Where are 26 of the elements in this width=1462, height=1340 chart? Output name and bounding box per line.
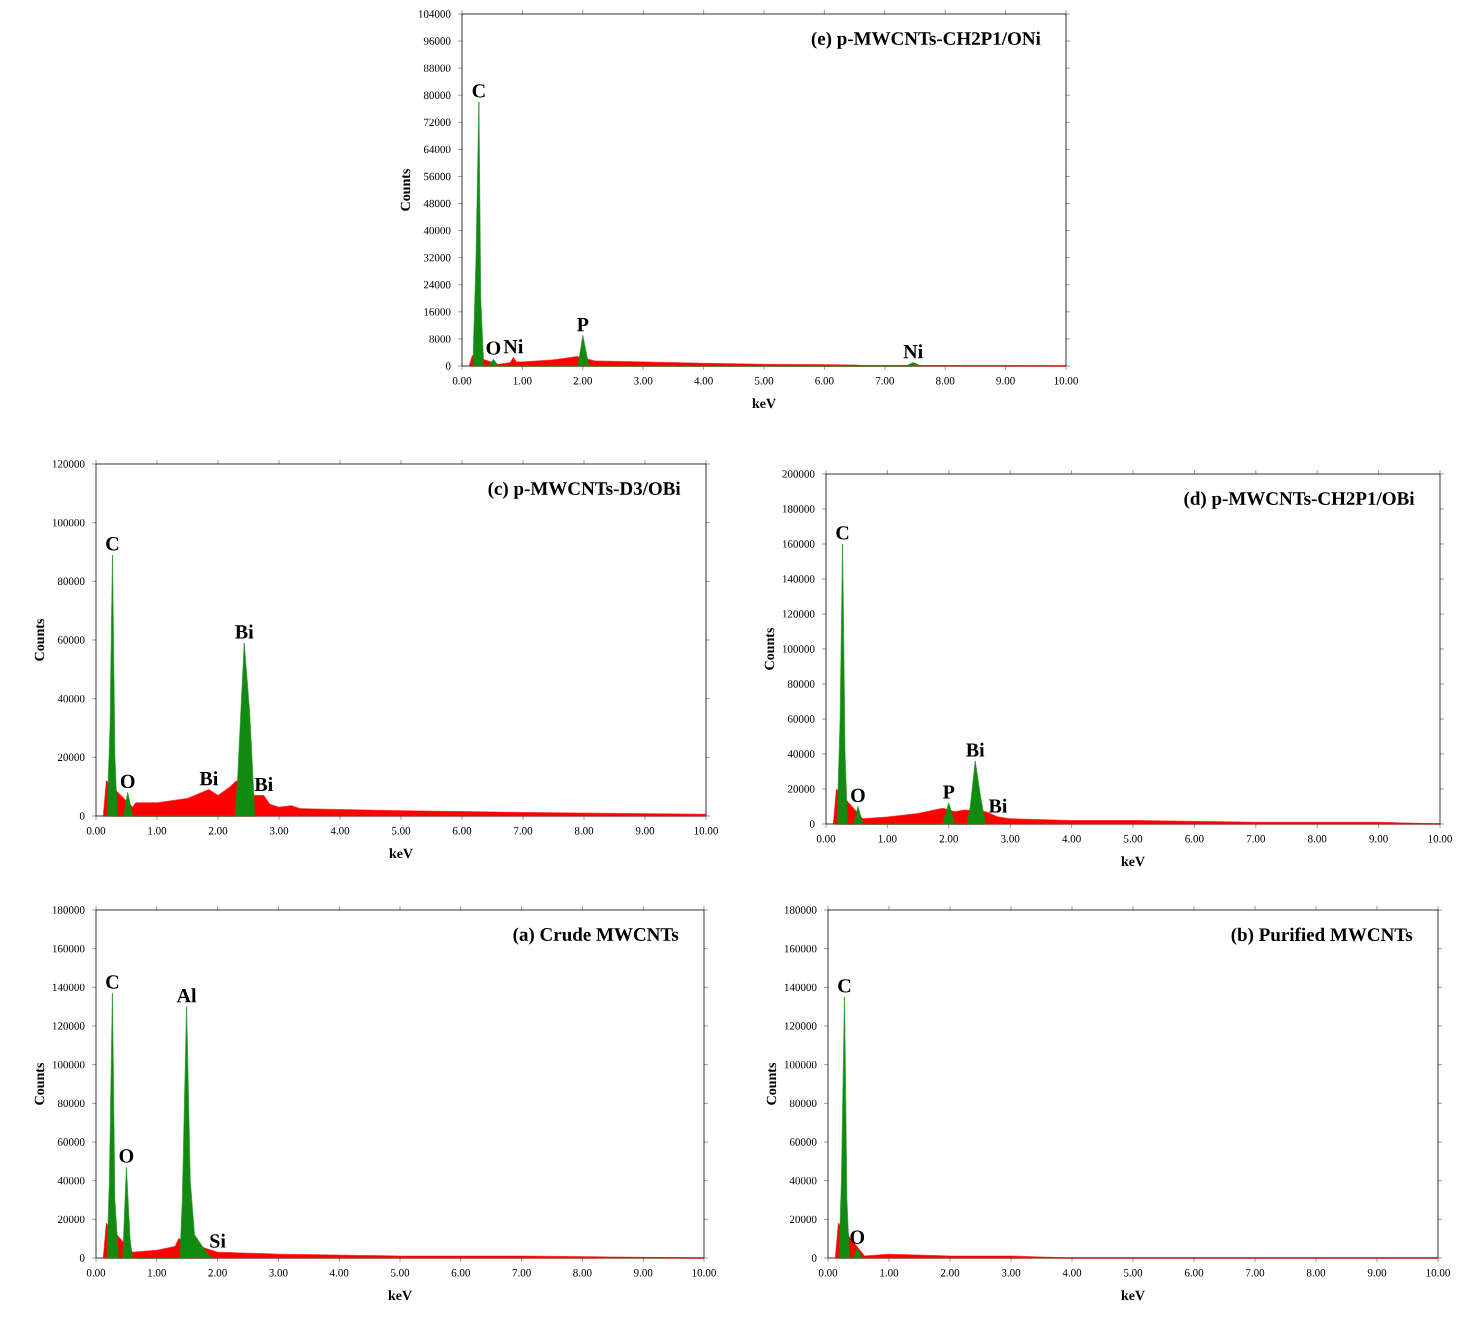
annotation: Al [176,988,197,1003]
annotation: P [943,785,955,799]
annotation: C [106,975,119,989]
annotation: Bi [254,777,273,792]
annotation: Bi [235,624,254,639]
text: (a) Crude MWCNTs [513,927,679,945]
annotation: O [851,788,865,803]
annotation: O [486,341,501,355]
annotation: Bi [966,742,985,757]
text: (e) p-MWCNTs-CH2P1/ONi [811,31,1041,49]
annotation: Ni [503,339,524,354]
annotation: C [472,84,485,98]
annotation: C [106,537,119,551]
annotation: Bi [199,771,219,786]
annotation: C [838,979,851,993]
text: (b) Purified MWCNTs [1231,927,1413,945]
annotation: P [577,318,589,332]
annotation: Bi [988,798,1008,813]
annotation: Si [210,1233,226,1248]
annotation: O [850,1230,865,1244]
annotation: O [120,774,135,789]
annotation: O [119,1149,134,1163]
annotation: C [836,526,849,540]
text: (d) p-MWCNTs-CH2P1/OBi [1184,491,1415,509]
annotation: Ni [903,344,923,359]
text: (c) p-MWCNTs-D3/OBi [488,481,681,499]
